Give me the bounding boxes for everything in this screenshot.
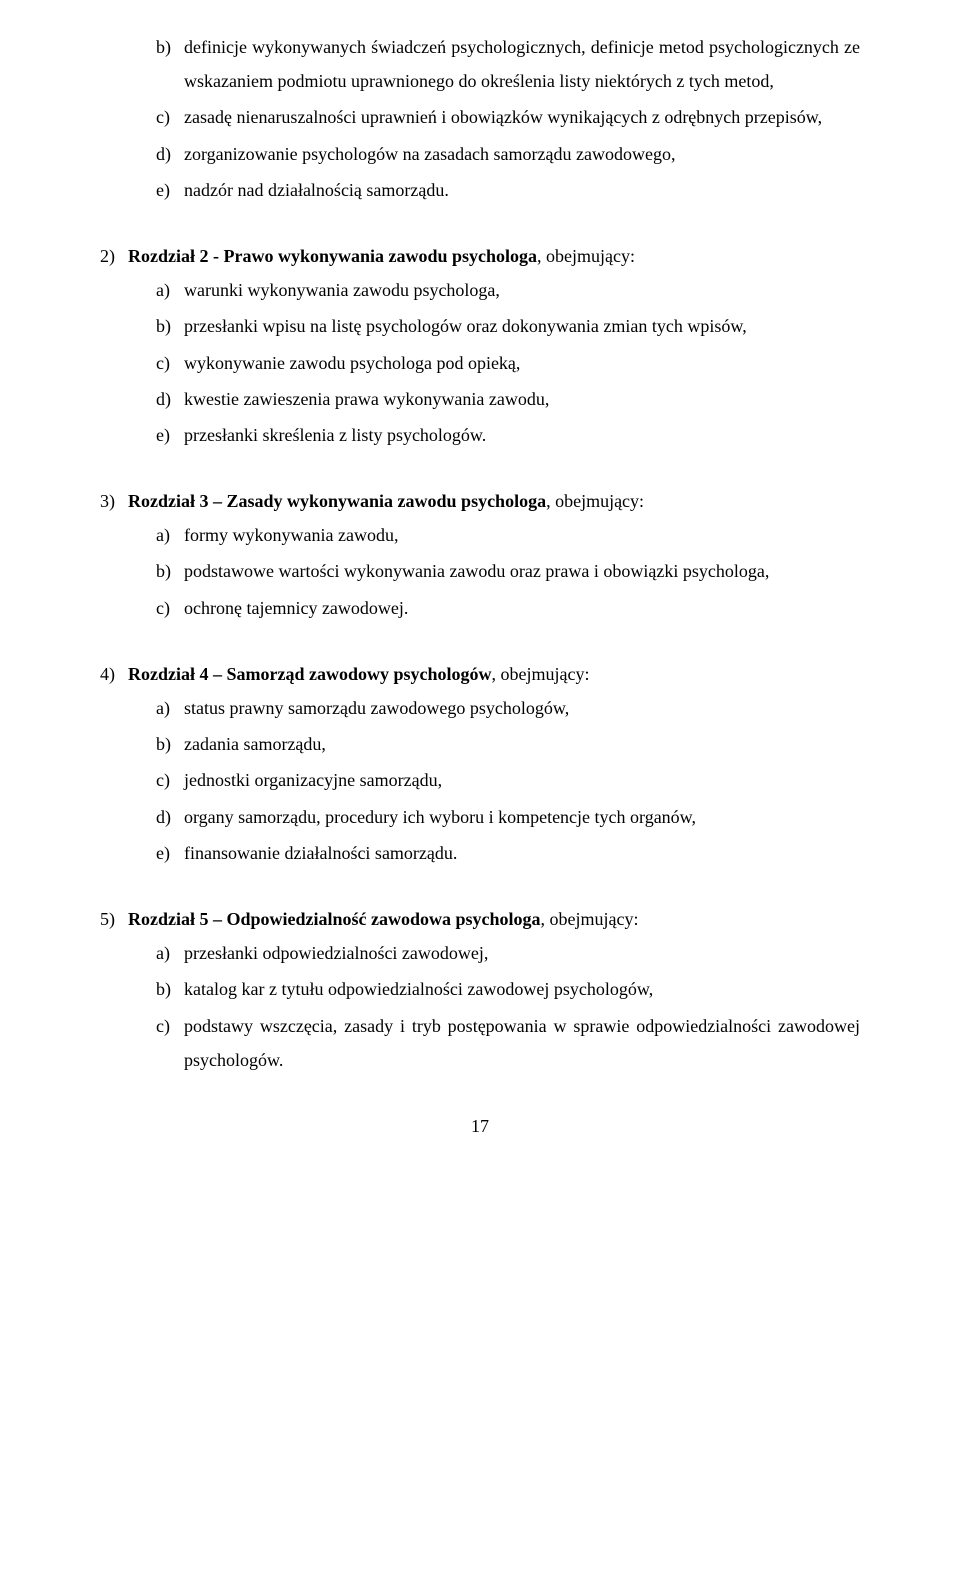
list-item: e) nadzór nad działalnością samorządu.	[156, 173, 860, 207]
item-text: status prawny samorządu zawodowego psych…	[184, 691, 860, 725]
section-title-rest: , obejmujący:	[541, 909, 639, 929]
sub-list-2: a) formy wykonywania zawodu, b) podstawo…	[100, 518, 860, 625]
list-item: b) definicje wykonywanych świadczeń psyc…	[156, 30, 860, 98]
section-heading: 4) Rozdział 4 – Samorząd zawodowy psycho…	[100, 657, 860, 691]
list-item: c) ochronę tajemnicy zawodowej.	[156, 591, 860, 625]
item-text: jednostki organizacyjne samorządu,	[184, 763, 860, 797]
item-marker: d)	[156, 382, 184, 416]
list-item: a) przesłanki odpowiedzialności zawodowe…	[156, 936, 860, 970]
item-text: katalog kar z tytułu odpowiedzialności z…	[184, 972, 860, 1006]
item-marker: e)	[156, 836, 184, 870]
item-marker: e)	[156, 418, 184, 452]
item-marker: a)	[156, 691, 184, 725]
item-text: nadzór nad działalnością samorządu.	[184, 173, 860, 207]
list-item: b) podstawowe wartości wykonywania zawod…	[156, 554, 860, 588]
list-item: b) zadania samorządu,	[156, 727, 860, 761]
list-item: c) jednostki organizacyjne samorządu,	[156, 763, 860, 797]
section-heading: 2) Rozdział 2 - Prawo wykonywania zawodu…	[100, 239, 860, 273]
section-heading: 3) Rozdział 3 – Zasady wykonywania zawod…	[100, 484, 860, 518]
item-text: zasadę nienaruszalności uprawnień i obow…	[184, 100, 860, 134]
item-marker: b)	[156, 972, 184, 1006]
section-4: 5) Rozdział 5 – Odpowiedzialność zawodow…	[100, 902, 860, 1077]
list-item: d) zorganizowanie psychologów na zasadac…	[156, 137, 860, 171]
section-3: 4) Rozdział 4 – Samorząd zawodowy psycho…	[100, 657, 860, 870]
list-item: a) formy wykonywania zawodu,	[156, 518, 860, 552]
section-title-rest: , obejmujący:	[537, 246, 635, 266]
item-marker: b)	[156, 727, 184, 761]
section-title-bold: Rozdział 5 – Odpowiedzialność zawodowa p…	[128, 909, 541, 929]
item-marker: e)	[156, 173, 184, 207]
list-item: a) status prawny samorządu zawodowego ps…	[156, 691, 860, 725]
list-item: d) kwestie zawieszenia prawa wykonywania…	[156, 382, 860, 416]
page-number: 17	[100, 1109, 860, 1143]
item-marker: c)	[156, 100, 184, 134]
item-text: kwestie zawieszenia prawa wykonywania za…	[184, 382, 860, 416]
item-text: organy samorządu, procedury ich wyboru i…	[184, 800, 860, 834]
section-title: Rozdział 2 - Prawo wykonywania zawodu ps…	[128, 239, 860, 273]
section-title: Rozdział 3 – Zasady wykonywania zawodu p…	[128, 484, 860, 518]
item-text: formy wykonywania zawodu,	[184, 518, 860, 552]
item-marker: a)	[156, 518, 184, 552]
item-text: zadania samorządu,	[184, 727, 860, 761]
item-marker: b)	[156, 30, 184, 98]
section-marker: 4)	[100, 657, 128, 691]
item-marker: a)	[156, 936, 184, 970]
section-title-bold: Rozdział 3 – Zasady wykonywania zawodu p…	[128, 491, 546, 511]
section-1: 2) Rozdział 2 - Prawo wykonywania zawodu…	[100, 239, 860, 452]
item-marker: d)	[156, 800, 184, 834]
section-title: Rozdział 4 – Samorząd zawodowy psycholog…	[128, 657, 860, 691]
section-2: 3) Rozdział 3 – Zasady wykonywania zawod…	[100, 484, 860, 625]
sub-list-4: a) przesłanki odpowiedzialności zawodowe…	[100, 936, 860, 1077]
list-item: e) przesłanki skreślenia z listy psychol…	[156, 418, 860, 452]
item-text: przesłanki wpisu na listę psychologów or…	[184, 309, 860, 343]
item-text: finansowanie działalności samorządu.	[184, 836, 860, 870]
item-marker: a)	[156, 273, 184, 307]
sub-list-0: b) definicje wykonywanych świadczeń psyc…	[100, 30, 860, 207]
item-text: podstawowe wartości wykonywania zawodu o…	[184, 554, 860, 588]
section-heading: 5) Rozdział 5 – Odpowiedzialność zawodow…	[100, 902, 860, 936]
item-marker: d)	[156, 137, 184, 171]
item-marker: b)	[156, 554, 184, 588]
item-marker: c)	[156, 591, 184, 625]
section-title-rest: , obejmujący:	[492, 664, 590, 684]
item-text: podstawy wszczęcia, zasady i tryb postęp…	[184, 1009, 860, 1077]
list-item: c) wykonywanie zawodu psychologa pod opi…	[156, 346, 860, 380]
list-item: e) finansowanie działalności samorządu.	[156, 836, 860, 870]
list-item: a) warunki wykonywania zawodu psychologa…	[156, 273, 860, 307]
list-item: c) zasadę nienaruszalności uprawnień i o…	[156, 100, 860, 134]
item-text: warunki wykonywania zawodu psychologa,	[184, 273, 860, 307]
section-title: Rozdział 5 – Odpowiedzialność zawodowa p…	[128, 902, 860, 936]
item-text: definicje wykonywanych świadczeń psychol…	[184, 30, 860, 98]
list-item: c) podstawy wszczęcia, zasady i tryb pos…	[156, 1009, 860, 1077]
list-item: b) katalog kar z tytułu odpowiedzialnośc…	[156, 972, 860, 1006]
item-text: przesłanki skreślenia z listy psychologó…	[184, 418, 860, 452]
section-title-rest: , obejmujący:	[546, 491, 644, 511]
section-title-bold: Rozdział 4 – Samorząd zawodowy psycholog…	[128, 664, 492, 684]
item-text: przesłanki odpowiedzialności zawodowej,	[184, 936, 860, 970]
section-marker: 2)	[100, 239, 128, 273]
item-text: wykonywanie zawodu psychologa pod opieką…	[184, 346, 860, 380]
section-marker: 5)	[100, 902, 128, 936]
item-marker: c)	[156, 763, 184, 797]
sub-list-1: a) warunki wykonywania zawodu psychologa…	[100, 273, 860, 452]
list-item: d) organy samorządu, procedury ich wybor…	[156, 800, 860, 834]
item-marker: c)	[156, 1009, 184, 1077]
section-0: b) definicje wykonywanych świadczeń psyc…	[100, 30, 860, 207]
item-marker: b)	[156, 309, 184, 343]
sub-list-3: a) status prawny samorządu zawodowego ps…	[100, 691, 860, 870]
section-marker: 3)	[100, 484, 128, 518]
item-marker: c)	[156, 346, 184, 380]
list-item: b) przesłanki wpisu na listę psychologów…	[156, 309, 860, 343]
section-title-bold: Rozdział 2 - Prawo wykonywania zawodu ps…	[128, 246, 537, 266]
item-text: ochronę tajemnicy zawodowej.	[184, 591, 860, 625]
item-text: zorganizowanie psychologów na zasadach s…	[184, 137, 860, 171]
